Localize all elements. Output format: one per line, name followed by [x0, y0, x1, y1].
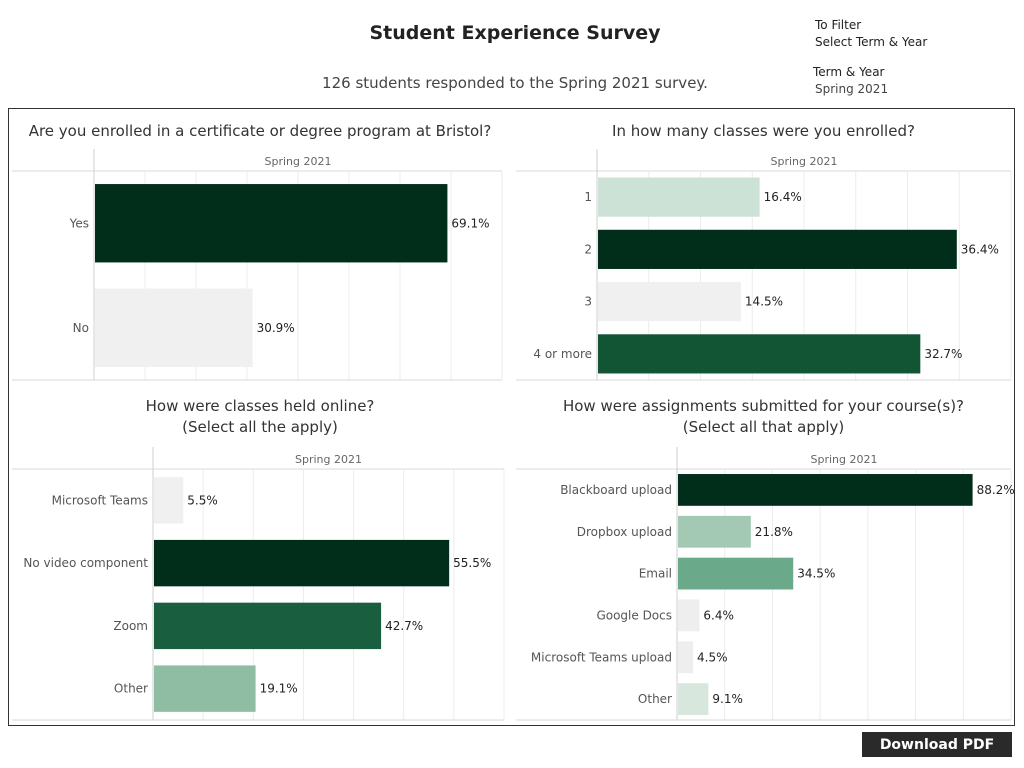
- value-label: 88.2%: [977, 483, 1014, 497]
- category-label: 4 or more: [533, 347, 592, 361]
- value-label: 55.5%: [453, 556, 491, 570]
- category-label: 3: [584, 295, 592, 309]
- online-classes-chart: Spring 2021 Microsoft Teams 5.5% No video c…: [12, 447, 505, 721]
- dashboard-frame: [8, 108, 1015, 726]
- bar[interactable]: [678, 683, 709, 715]
- category-label: No video component: [23, 556, 148, 570]
- bar[interactable]: [154, 539, 450, 587]
- filter-note-line1: To Filter: [815, 18, 862, 32]
- value-label: 34.5%: [797, 567, 835, 581]
- value-label: 4.5%: [697, 650, 728, 664]
- category-label: Google Docs: [596, 608, 672, 622]
- bar[interactable]: [678, 557, 794, 590]
- category-label: Other: [114, 682, 148, 696]
- category-label: Microsoft Teams upload: [531, 650, 672, 664]
- value-label: 36.4%: [961, 242, 999, 256]
- value-label: 19.1%: [260, 682, 298, 696]
- chart-3-title-line2: (Select all the apply): [182, 418, 338, 436]
- filter-instructions: To Filter Select Term & Year: [815, 17, 927, 51]
- category-label: Microsoft Teams: [52, 493, 148, 507]
- bar[interactable]: [154, 665, 256, 712]
- chart-2-title: In how many classes were you enrolled?: [515, 121, 1012, 142]
- bar[interactable]: [598, 334, 921, 374]
- category-label: Email: [639, 567, 672, 581]
- bar[interactable]: [95, 184, 448, 263]
- category-label: 2: [584, 242, 592, 256]
- value-label: 30.9%: [257, 321, 295, 335]
- bar[interactable]: [598, 177, 760, 217]
- filter-note-line2: Select Term & Year: [815, 35, 928, 49]
- chart-4-title: How were assignments submitted for your …: [515, 396, 1012, 438]
- chart-4-title-line1: How were assignments submitted for your …: [562, 397, 965, 415]
- category-label: Dropbox upload: [577, 525, 672, 539]
- bar[interactable]: [154, 477, 184, 524]
- value-label: 21.8%: [755, 525, 793, 539]
- value-label: 6.4%: [703, 608, 734, 622]
- category-label: No: [73, 321, 89, 335]
- term-year-value[interactable]: Spring 2021: [815, 82, 889, 96]
- column-header: Spring 2021: [265, 155, 332, 168]
- chart-4-title-line2: (Select all that apply): [682, 418, 845, 436]
- response-summary: 126 students responded to the Spring 202…: [322, 74, 708, 92]
- bar[interactable]: [95, 288, 253, 367]
- column-header: Spring 2021: [295, 453, 362, 466]
- value-label: 42.7%: [385, 619, 423, 633]
- term-year-filter[interactable]: Term & Year Spring 2021: [813, 64, 888, 98]
- category-label: Zoom: [113, 619, 148, 633]
- value-label: 5.5%: [187, 493, 218, 507]
- column-header: Spring 2021: [811, 453, 878, 466]
- bar[interactable]: [154, 602, 382, 650]
- bar[interactable]: [678, 474, 973, 506]
- value-label: 16.4%: [764, 190, 802, 204]
- value-label: 9.1%: [712, 692, 743, 706]
- download-pdf-button[interactable]: Download PDF: [862, 732, 1012, 757]
- bar[interactable]: [598, 229, 957, 269]
- term-year-label: Term & Year: [813, 65, 885, 79]
- enrollment-program-chart: Spring 2021 Yes 69.1% No 30.9%: [12, 149, 503, 381]
- classes-enrolled-chart: Spring 2021 1 16.4% 2 36.4% 3 14.5% 4 or more 32…: [516, 149, 1012, 381]
- assignment-submission-chart: Spring 2021 Blackboard upload 88.2% Dropbox…: [516, 447, 1014, 721]
- chart-1-title: Are you enrolled in a certificate or deg…: [15, 121, 505, 142]
- category-label: Yes: [69, 216, 89, 230]
- page-title: Student Experience Survey: [369, 22, 661, 44]
- chart-3-title: How were classes held online? (Select al…: [15, 396, 505, 438]
- bar[interactable]: [678, 641, 694, 674]
- bar[interactable]: [678, 599, 700, 632]
- chart-1-title-line: Are you enrolled in a certificate or deg…: [28, 122, 492, 140]
- value-label: 14.5%: [745, 295, 783, 309]
- category-label: Blackboard upload: [560, 483, 672, 497]
- value-label: 69.1%: [451, 216, 489, 230]
- category-label: 1: [584, 190, 592, 204]
- chart-2-title-line: In how many classes were you enrolled?: [612, 122, 915, 140]
- category-label: Other: [638, 692, 672, 706]
- column-header: Spring 2021: [771, 155, 838, 168]
- value-label: 32.7%: [924, 347, 962, 361]
- bar[interactable]: [678, 515, 751, 548]
- chart-3-title-line1: How were classes held online?: [145, 397, 375, 415]
- bar[interactable]: [598, 282, 741, 322]
